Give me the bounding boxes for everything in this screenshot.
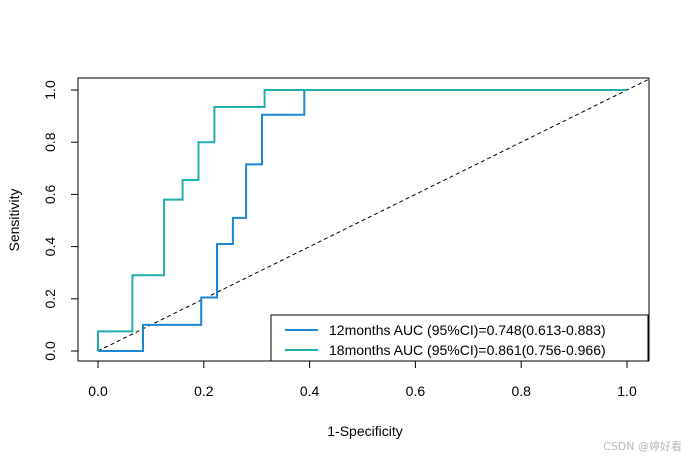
x-tick-label: 1.0 (617, 383, 637, 399)
y-tick-label: 0.8 (42, 132, 58, 152)
legend: 12months AUC (95%CI)=0.748(0.613-0.883) 1… (270, 314, 649, 362)
y-tick-label: 0.2 (42, 289, 58, 309)
y-axis-label: Sensitivity (6, 188, 22, 251)
legend-label: 12months AUC (95%CI)=0.748(0.613-0.883) (329, 322, 606, 338)
x-tick-label: 0.0 (88, 383, 108, 399)
watermark: CSDN @婷好看 (603, 440, 682, 453)
y-tick-label: 0.6 (42, 184, 58, 204)
roc-curve-series-2 (97, 89, 627, 351)
y-tick-label: 1.0 (42, 80, 58, 100)
legend-label: 18months AUC (95%CI)=0.861(0.756-0.966) (329, 342, 606, 358)
legend-box (270, 314, 649, 362)
x-tick-label: 0.4 (300, 383, 320, 399)
x-tick-label: 0.6 (406, 383, 426, 399)
x-axis: 0.0 0.2 0.4 0.6 0.8 1.0 (88, 360, 637, 399)
x-axis-label: 1-Specificity (327, 423, 402, 439)
roc-curves (97, 89, 627, 352)
y-tick-label: 0.0 (42, 341, 58, 361)
x-tick-label: 0.8 (511, 383, 531, 399)
roc-curve-series-1 (98, 89, 627, 352)
x-tick-label: 0.2 (194, 383, 214, 399)
reference-diagonal (97, 79, 649, 352)
y-axis: 0.0 0.2 0.4 0.6 0.8 1.0 (42, 80, 79, 361)
y-tick-label: 0.4 (42, 237, 58, 257)
